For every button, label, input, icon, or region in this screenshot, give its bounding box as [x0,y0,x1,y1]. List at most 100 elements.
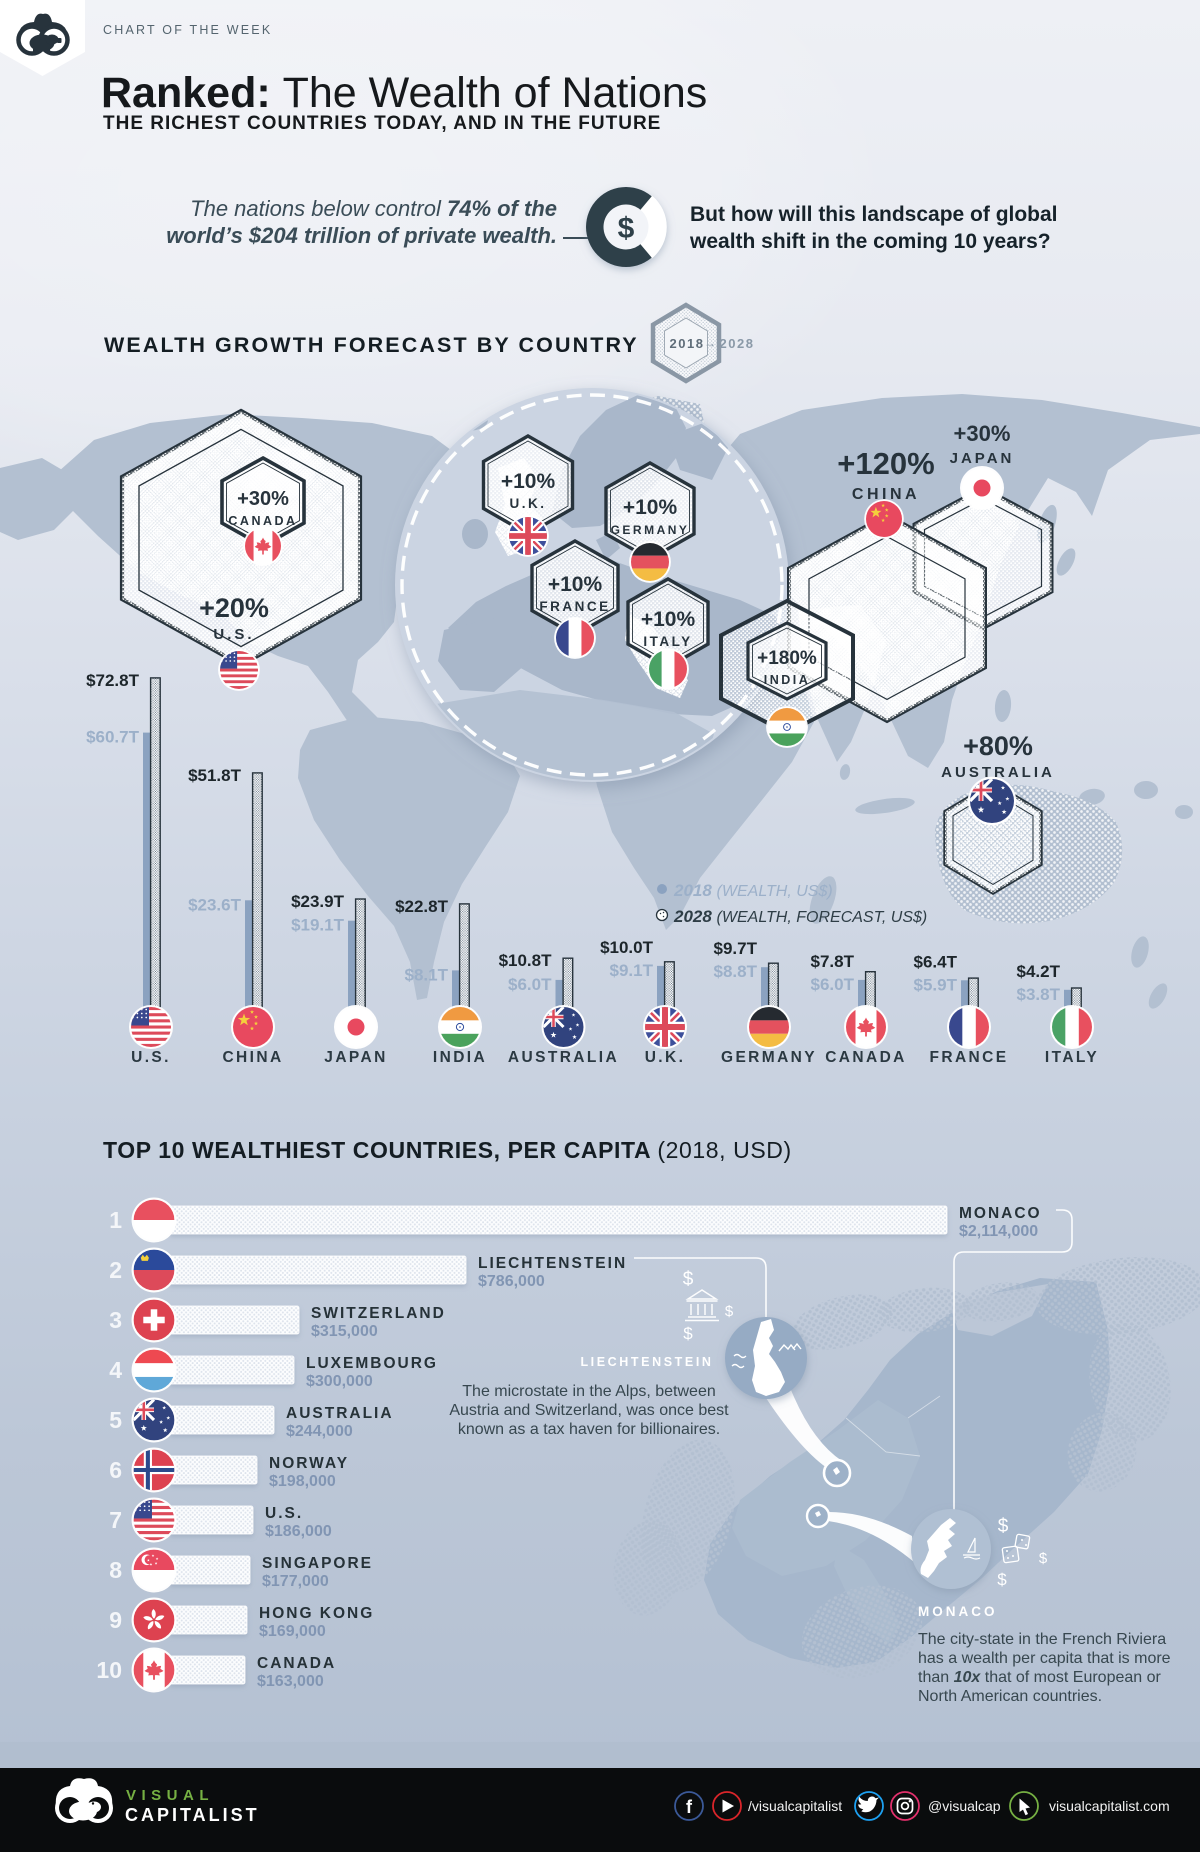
svg-text:U.S.: U.S. [131,1049,171,1066]
svg-text:VISUAL: VISUAL [126,1787,214,1804]
svg-text:$6.0T: $6.0T [811,975,855,994]
svg-text:$244,000: $244,000 [286,1423,353,1440]
svg-text:CAPITALIST: CAPITALIST [125,1805,260,1825]
svg-text:The microstate in the Alps, be: The microstate in the Alps, between [462,1383,715,1400]
svg-text:+30%: +30% [954,421,1011,446]
svg-text:@visualcap: @visualcap [928,1798,1001,1814]
svg-text:$186,000: $186,000 [265,1523,332,1540]
svg-text:LIECHTENSTEIN: LIECHTENSTEIN [580,1355,713,1369]
svg-text:$: $ [683,1269,694,1290]
svg-text:$6.4T: $6.4T [914,952,958,971]
svg-text:wealth shift in the coming 10: wealth shift in the coming 10 years? [689,230,1051,253]
svg-text:CHART OF THE WEEK: CHART OF THE WEEK [103,23,272,37]
svg-text:8: 8 [109,1557,122,1583]
svg-text:+30%: +30% [237,488,289,510]
svg-text:$22.8T: $22.8T [395,897,449,916]
svg-text:6: 6 [109,1457,122,1483]
svg-text:$9.1T: $9.1T [610,961,654,980]
svg-text:$6.0T: $6.0T [508,975,552,994]
svg-text:$8.8T: $8.8T [714,962,758,981]
svg-text:+180%: +180% [757,648,817,669]
svg-text:HONG KONG: HONG KONG [259,1605,374,1622]
svg-text:+80%: +80% [963,731,1033,761]
svg-text:$: $ [725,1303,734,1320]
svg-text:$: $ [1039,1550,1048,1567]
svg-text:SINGAPORE: SINGAPORE [262,1555,373,1572]
svg-text:9: 9 [109,1607,122,1633]
svg-text:NORWAY: NORWAY [269,1455,349,1472]
svg-text:$169,000: $169,000 [259,1623,326,1640]
svg-text:+120%: +120% [837,446,934,481]
svg-text:$300,000: $300,000 [306,1373,373,1390]
svg-text:ITALY: ITALY [1045,1049,1099,1066]
svg-text:2028: 2028 [720,336,755,351]
svg-text:$10.8T: $10.8T [499,951,553,970]
svg-text:AUSTRALIA: AUSTRALIA [508,1049,619,1066]
svg-text:$163,000: $163,000 [257,1673,324,1690]
svg-text:$9.7T: $9.7T [714,939,758,958]
svg-text:$786,000: $786,000 [478,1273,545,1290]
svg-text:CANADA: CANADA [825,1049,907,1066]
svg-text:$60.7T: $60.7T [86,728,140,747]
svg-text:U.K.: U.K. [645,1049,686,1066]
svg-text:1: 1 [109,1207,122,1233]
svg-text:CHINA: CHINA [852,486,920,503]
svg-text:10: 10 [96,1657,122,1683]
svg-text:known as a tax haven for billi: known as a tax haven for billionaires. [458,1421,720,1438]
svg-text:+10%: +10% [623,496,678,519]
svg-text:WEALTH GROWTH FORECAST BY COUN: WEALTH GROWTH FORECAST BY COUNTRY [104,333,639,357]
svg-text:Ranked: The Wealth of Nations: Ranked: The Wealth of Nations [101,69,707,117]
svg-text:ITALY: ITALY [643,634,692,649]
svg-text:+10%: +10% [548,573,603,596]
svg-text:$4.2T: $4.2T [1017,962,1061,981]
svg-text:$10.0T: $10.0T [600,938,654,957]
svg-text:$3.8T: $3.8T [1017,985,1061,1004]
svg-text:$315,000: $315,000 [311,1323,378,1340]
svg-text:CANADA: CANADA [257,1655,336,1672]
svg-text:$: $ [998,1516,1009,1537]
svg-text:5: 5 [109,1407,122,1433]
svg-text:2028 (WEALTH, FORECAST, US$): 2028 (WEALTH, FORECAST, US$) [673,907,927,926]
svg-text:U.K.: U.K. [510,496,547,511]
svg-text:The city-state in the French R: The city-state in the French Riviera [918,1631,1166,1648]
svg-text:+10%: +10% [501,470,556,493]
svg-text:$23.6T: $23.6T [188,895,242,914]
svg-text:$7.8T: $7.8T [811,952,855,971]
svg-text:$177,000: $177,000 [262,1573,329,1590]
svg-text:AUSTRALIA: AUSTRALIA [286,1405,394,1422]
svg-text:than 10x that of most European: than 10x that of most European or [918,1669,1162,1686]
svg-text:$19.1T: $19.1T [291,916,345,935]
svg-text:INDIA: INDIA [433,1049,487,1066]
svg-text:$: $ [683,1324,693,1343]
svg-text:CHINA: CHINA [222,1049,283,1066]
svg-text:GERMANY: GERMANY [721,1049,817,1066]
svg-text:f: f [686,1797,693,1817]
svg-text:U.S.: U.S. [265,1505,303,1522]
svg-text:$198,000: $198,000 [269,1473,336,1490]
svg-text:SWITZERLAND: SWITZERLAND [311,1305,446,1322]
svg-text:$: $ [618,212,635,245]
svg-text:2018: 2018 [670,336,705,351]
svg-text:$8.1T: $8.1T [405,965,449,984]
svg-text:LUXEMBOURG: LUXEMBOURG [306,1355,438,1372]
svg-text:THE RICHEST COUNTRIES TODAY, A: THE RICHEST COUNTRIES TODAY, AND IN THE … [103,113,661,134]
svg-text:world’s $204 trillion of priva: world’s $204 trillion of private wealth. [166,223,557,248]
svg-text:7: 7 [109,1507,122,1533]
svg-text:TOP 10 WEALTHIEST COUNTRIES, P: TOP 10 WEALTHIEST COUNTRIES, PER CAPITA … [103,1137,792,1163]
svg-text:2018 (WEALTH, US$): 2018 (WEALTH, US$) [673,881,833,900]
svg-text:But how will this landscape of: But how will this landscape of global [690,203,1058,226]
svg-text:→: → [704,336,716,350]
svg-text:JAPAN: JAPAN [950,450,1015,467]
svg-text:GERMANY: GERMANY [611,523,690,537]
svg-text:has a wealth per capita that i: has a wealth per capita that is more [918,1650,1171,1667]
svg-text:Austria and Switzerland, was o: Austria and Switzerland, was once best [449,1402,729,1419]
svg-text:2: 2 [109,1257,122,1283]
svg-text:FRANCE: FRANCE [930,1049,1009,1066]
svg-text:3: 3 [109,1307,122,1333]
svg-text:The nations below control 74%: The nations below control 74% of the [190,196,557,221]
svg-text:/visualcapitalist: /visualcapitalist [748,1798,842,1814]
svg-text:AUSTRALIA: AUSTRALIA [941,764,1055,781]
svg-text:4: 4 [109,1357,122,1383]
svg-text:MONACO: MONACO [918,1604,998,1619]
svg-text:MONACO: MONACO [959,1205,1042,1222]
